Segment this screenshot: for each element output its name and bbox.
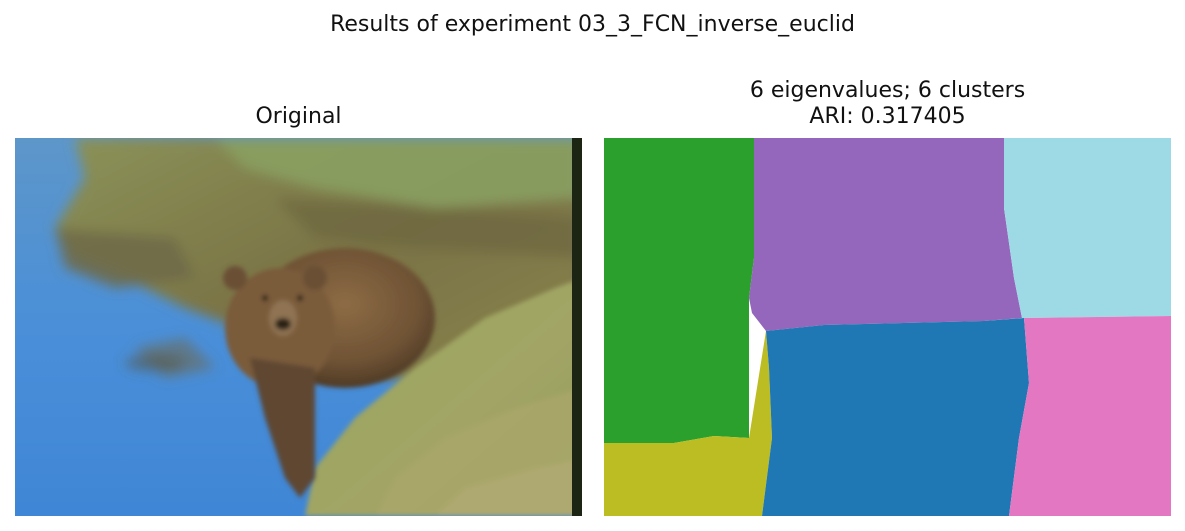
segmentation-cluster-map bbox=[604, 138, 1171, 516]
segmentation-title-line-1: 6 eigenvalues; 6 clusters bbox=[749, 78, 1026, 103]
segmentation-image-panel bbox=[604, 138, 1171, 516]
original-panel-title: Original bbox=[255, 104, 342, 129]
cluster-region-2 bbox=[749, 138, 1022, 331]
segmentation-title-line-2: ARI: 0.317405 bbox=[809, 104, 966, 129]
cluster-region-3 bbox=[1004, 138, 1171, 318]
cluster-region-5 bbox=[762, 318, 1029, 516]
figure-title: Results of experiment 03_3_FCN_inverse_e… bbox=[330, 12, 855, 37]
cluster-region-6 bbox=[1009, 316, 1171, 516]
cluster-region-1 bbox=[604, 138, 754, 443]
segmentation-panel-title: 6 eigenvalues; 6 clusters ARI: 0.317405 bbox=[604, 78, 1171, 130]
original-image-panel bbox=[15, 138, 582, 516]
original-bear-photo bbox=[15, 138, 582, 516]
cluster-region-4 bbox=[604, 331, 772, 516]
